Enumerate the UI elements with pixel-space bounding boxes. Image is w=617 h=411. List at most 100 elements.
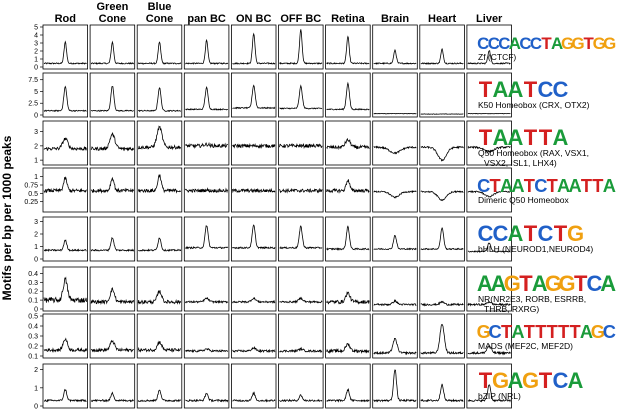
logo-letter: T xyxy=(501,321,512,342)
series-line xyxy=(326,35,370,65)
series-line xyxy=(232,32,276,65)
y-tick-label: 0.5 xyxy=(28,191,38,198)
series-line xyxy=(467,384,511,403)
motif-label: Dimeric Q50 Homeobox xyxy=(478,195,569,205)
panel-frame xyxy=(183,120,230,166)
panel-frame xyxy=(278,216,324,262)
series-line xyxy=(137,41,182,65)
panel-frame xyxy=(136,120,183,166)
series-line xyxy=(420,300,464,307)
series-line xyxy=(420,227,464,251)
logo-letter: A xyxy=(491,271,507,296)
series-line xyxy=(420,47,464,65)
logo-letter: T xyxy=(558,321,569,342)
series-line xyxy=(326,387,370,403)
logo-letter: T xyxy=(581,175,592,196)
logo-letter: T xyxy=(547,175,558,196)
series-line xyxy=(43,137,87,152)
series-line xyxy=(279,29,323,65)
series-line xyxy=(279,187,323,194)
y-tick-label: 0.1 xyxy=(28,298,38,305)
series-line xyxy=(326,343,370,355)
logo-letter: C xyxy=(477,175,490,196)
panel-frame xyxy=(42,120,88,166)
series-line xyxy=(420,113,464,115)
logo-letter: A xyxy=(532,271,548,296)
panel-frame xyxy=(419,167,465,213)
series-line xyxy=(90,40,135,65)
y-tick-label: 0 xyxy=(34,257,38,264)
y-tick-label: 0 xyxy=(34,307,38,314)
logo-letter: G xyxy=(603,34,616,53)
y-tick-label: 0.75 xyxy=(24,183,38,190)
logo-letter: C xyxy=(477,34,489,53)
logo-letter: T xyxy=(479,368,493,393)
series-line xyxy=(184,348,229,353)
logo-letter: G xyxy=(572,34,585,53)
column-headers: Rod Green Cone Blue Cone pan BC ON BC OFF BC Ret… xyxy=(55,1,503,25)
logo-letter: T xyxy=(569,321,580,342)
logo-letter: T xyxy=(524,175,535,196)
panel-frame xyxy=(89,72,136,118)
series-line xyxy=(43,176,87,194)
series-line xyxy=(232,345,276,354)
panel-frame xyxy=(325,266,371,312)
y-axis-label: Motifs per bp per 1000 peaks xyxy=(0,135,14,300)
series-line xyxy=(279,84,323,110)
series-line xyxy=(420,323,464,355)
series-line xyxy=(43,388,87,403)
y-tick-label: 0 xyxy=(34,404,38,411)
series-line xyxy=(137,87,181,113)
logo-letter: T xyxy=(524,125,538,150)
column-header: Liver xyxy=(476,13,503,25)
series-line xyxy=(232,84,276,110)
series-line xyxy=(467,242,511,253)
panel-frame xyxy=(42,363,88,409)
y-tick-label: 7.5 xyxy=(28,77,38,84)
logo-letter: G xyxy=(492,368,509,393)
panel-frame xyxy=(466,167,512,213)
panel-frame xyxy=(372,72,418,118)
series-line xyxy=(467,145,511,154)
series-line xyxy=(420,190,464,202)
series-line xyxy=(90,236,135,252)
series-line xyxy=(43,337,87,353)
series-line xyxy=(467,300,511,307)
series-line xyxy=(232,142,276,149)
logo-letter: T xyxy=(524,221,538,246)
y-tick-label: 5 xyxy=(34,89,38,96)
series-line xyxy=(43,276,87,304)
logo-letter: A xyxy=(508,368,524,393)
series-line xyxy=(279,394,323,403)
logo-letter: A xyxy=(600,271,616,296)
logo-letter: A xyxy=(493,77,509,102)
series-line xyxy=(185,225,229,250)
series-line xyxy=(326,291,370,305)
panel-frame xyxy=(419,120,465,166)
series-line xyxy=(185,38,229,65)
panel-frame xyxy=(136,266,183,312)
logo-letter: T xyxy=(490,175,501,196)
panel-frame xyxy=(230,216,277,262)
series-line xyxy=(137,389,182,403)
panel-frame xyxy=(325,216,371,262)
logo-letter: T xyxy=(539,125,553,150)
panel-frame xyxy=(42,24,88,70)
panel-frame xyxy=(42,216,88,262)
panel-frame xyxy=(136,313,183,359)
logo-letter: T xyxy=(519,271,533,296)
logo-letter: T xyxy=(479,125,493,150)
y-tick-label: 0.3 xyxy=(28,334,38,341)
logo-letter: G xyxy=(561,34,574,53)
panel-frame xyxy=(325,363,371,409)
panel-frame xyxy=(278,72,324,118)
panel-frame xyxy=(419,216,465,262)
y-tick-label: 0.3 xyxy=(28,280,38,287)
panel-grid: 01234502.557.51230.250.50.751012300.10.2… xyxy=(24,24,512,411)
panel-frame xyxy=(42,72,88,118)
motif-label: NR(NR2E3, RORB, ESRRB, THRB, RXRG) xyxy=(478,294,586,314)
series-line xyxy=(90,132,135,152)
logo-letter: A xyxy=(493,125,509,150)
logo-letter: G xyxy=(504,271,521,296)
